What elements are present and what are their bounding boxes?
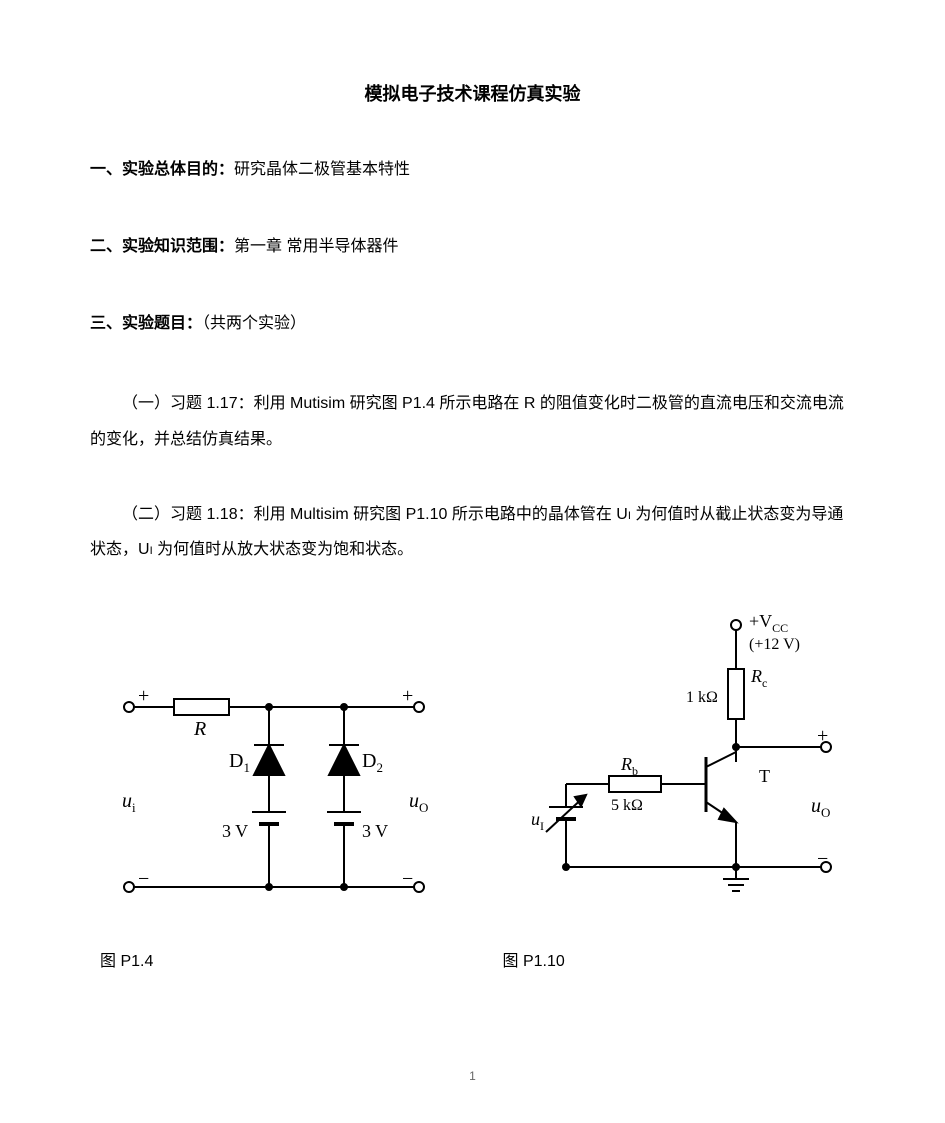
- section-1: 一、实验总体目的：研究晶体二极管基本特性: [90, 156, 855, 185]
- fig1-uo: uO: [409, 790, 428, 815]
- figure-p1-4: + − + − R D1 D2 3 V 3 V ui uO: [90, 657, 458, 917]
- fig1-ui: ui: [122, 790, 136, 815]
- page-title: 模拟电子技术课程仿真实验: [90, 80, 855, 106]
- caption-fig2: 图 P1.10: [473, 947, 856, 971]
- section-1-label: 一、实验总体目的：: [90, 161, 234, 178]
- fig2-minus: −: [817, 848, 828, 870]
- figures-row: + − + − R D1 D2 3 V 3 V ui uO: [90, 607, 855, 917]
- fig2-plus: +: [817, 725, 828, 747]
- paragraph-1: （一）习题 1.17：利用 Mutisim 研究图 P1.4 所示电路在 R 的…: [90, 386, 855, 456]
- p2-sub-1: I: [628, 510, 631, 522]
- fig1-3v-a: 3 V: [222, 821, 248, 841]
- section-1-text: 研究晶体二极管基本特性: [234, 161, 410, 178]
- page-number: 1: [469, 1069, 476, 1083]
- fig2-rb: Rb: [620, 754, 638, 778]
- fig1-plus-tr: +: [402, 685, 413, 707]
- section-3-text: （共两个实验）: [202, 315, 306, 332]
- section-3: 三、实验题目：（共两个实验）: [90, 310, 855, 339]
- fig1-r-label: R: [193, 718, 206, 740]
- fig2-t: T: [759, 766, 770, 786]
- caption-fig1: 图 P1.4: [90, 947, 473, 971]
- p2-part-c: 为何值时从放大状态变为饱和状态。: [157, 541, 413, 558]
- fig2-ui: uI: [531, 809, 544, 833]
- fig2-rc: Rc: [750, 666, 767, 690]
- paragraph-2: （二）习题 1.18：利用 Multisim 研究图 P1.10 所示电路中的晶…: [90, 497, 855, 567]
- fig2-rb-val: 5 kΩ: [611, 797, 643, 814]
- section-3-label: 三、实验题目：: [90, 315, 202, 332]
- p2-part-a: （二）习题 1.18：利用 Multisim 研究图 P1.10 所示电路中的晶…: [122, 506, 628, 523]
- fig2-vcc: +VCC: [749, 611, 788, 635]
- p2-sub-2: I: [150, 545, 153, 557]
- fig2-uo: uO: [811, 795, 830, 820]
- fig1-plus-tl: +: [138, 685, 149, 707]
- fig2-rc-val: 1 kΩ: [686, 689, 718, 706]
- section-2-label: 二、实验知识范围：: [90, 238, 234, 255]
- captions-row: 图 P1.4 图 P1.10: [90, 947, 855, 971]
- fig1-minus-br: −: [402, 868, 413, 890]
- fig1-d1: D1: [229, 750, 250, 775]
- section-2-text: 第一章 常用半导体器件: [234, 238, 398, 255]
- section-2: 二、实验知识范围：第一章 常用半导体器件: [90, 233, 855, 262]
- figure-p1-10: +VCC (+12 V) Rc 1 kΩ Rb 5 kΩ T uI + − uO: [488, 607, 856, 917]
- fig2-vcc-val: (+12 V): [749, 636, 800, 653]
- fig1-d2: D2: [362, 750, 383, 775]
- fig1-minus-bl: −: [138, 868, 149, 890]
- fig1-3v-b: 3 V: [362, 821, 388, 841]
